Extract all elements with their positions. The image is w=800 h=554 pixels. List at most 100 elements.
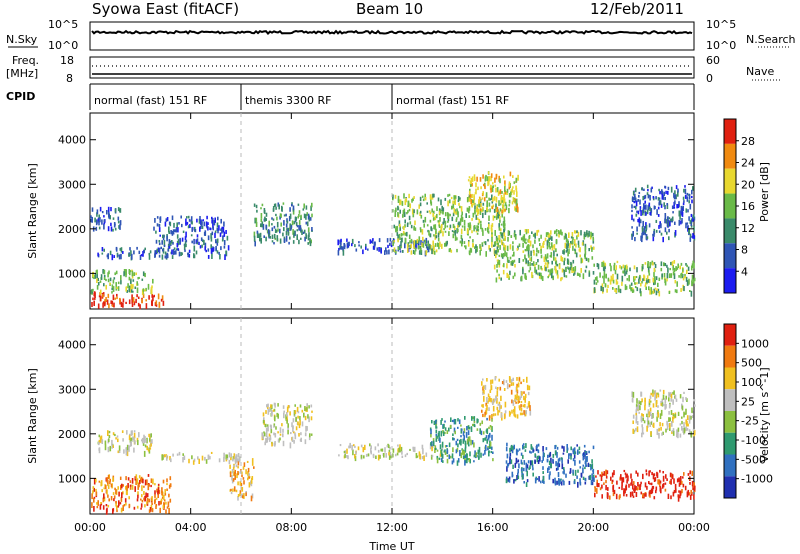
echo-cell — [679, 423, 682, 426]
echo-cell — [159, 217, 161, 220]
echo-cell — [298, 214, 300, 217]
echo-cell — [440, 449, 443, 452]
echo-cell — [650, 488, 653, 495]
echo-cell — [262, 412, 265, 417]
colorbar-tick-label: -1000 — [741, 473, 773, 486]
echo-cell — [472, 239, 474, 243]
echo-cell — [606, 470, 609, 475]
echo-cell — [611, 472, 614, 478]
echo-cell — [661, 432, 663, 436]
echo-cell — [677, 204, 679, 209]
echo-cell — [271, 240, 274, 243]
echo-cell — [674, 483, 677, 490]
echo-cell — [538, 476, 540, 482]
echo-cell — [495, 196, 498, 203]
echo-cell — [126, 485, 128, 491]
echo-cell — [105, 297, 107, 302]
echo-cell — [668, 221, 670, 227]
echo-cell — [215, 239, 217, 244]
echo-cell — [674, 280, 677, 284]
echo-cell — [575, 243, 577, 248]
echo-cell — [91, 302, 93, 307]
echo-cell — [270, 429, 273, 434]
echo-cell — [261, 432, 263, 437]
echo-cell — [236, 473, 238, 479]
echo-cell — [122, 491, 124, 495]
echo-cell — [473, 424, 476, 428]
echo-cell — [553, 256, 555, 261]
echo-cell — [686, 491, 689, 498]
echo-cell — [117, 207, 120, 212]
echo-cell — [659, 486, 662, 492]
echo-cell — [444, 445, 447, 448]
echo-cell — [617, 288, 620, 293]
echo-cell — [304, 406, 306, 411]
echo-cell — [691, 282, 694, 287]
echo-cell — [308, 435, 311, 441]
echo-cell — [561, 463, 564, 470]
echo-cell — [674, 230, 677, 236]
echo-cell — [505, 476, 508, 480]
echo-cell — [434, 447, 436, 453]
echo-cell — [488, 176, 490, 182]
echo-cell — [647, 189, 649, 192]
echo-cell — [683, 422, 685, 428]
echo-cell — [676, 433, 678, 438]
echo-cell — [217, 229, 219, 234]
echo-cell — [232, 488, 234, 492]
echo-cell — [685, 194, 687, 199]
echo-cell — [485, 408, 488, 414]
echo-cell — [503, 388, 506, 391]
echo-cell — [648, 223, 651, 228]
echo-cell — [403, 225, 405, 231]
echo-cell — [168, 246, 170, 249]
echo-cell — [271, 223, 273, 226]
echo-cell — [569, 266, 572, 270]
echo-cell — [295, 426, 298, 431]
echo-cell — [143, 485, 145, 488]
echo-cell — [291, 203, 293, 207]
echo-cell — [525, 229, 528, 235]
echo-cell — [211, 216, 213, 220]
echo-cell — [122, 484, 124, 487]
echo-cell — [641, 427, 644, 434]
echo-cell — [490, 227, 493, 232]
echo-cell — [266, 230, 269, 234]
echo-cell — [456, 460, 459, 466]
echo-cell — [493, 398, 496, 403]
echo-cell — [678, 482, 681, 487]
echo-cell — [173, 247, 176, 250]
echo-cell — [644, 231, 647, 236]
echo-cell — [372, 245, 375, 250]
echo-cell — [612, 273, 614, 280]
echo-cell — [635, 492, 638, 497]
echo-cell — [649, 411, 652, 417]
echo-cell — [214, 217, 216, 223]
echo-cell — [157, 247, 160, 253]
echo-cell — [237, 471, 239, 476]
echo-cell — [303, 213, 306, 219]
echo-cell — [596, 263, 599, 267]
echo-cell — [665, 395, 667, 400]
echo-cell — [373, 243, 376, 249]
echo-cell — [624, 488, 626, 494]
echo-cell — [520, 276, 522, 279]
echo-cell — [554, 257, 557, 262]
echo-cell — [261, 203, 264, 207]
echo-cell — [99, 280, 102, 283]
echo-cell — [512, 197, 515, 202]
echo-cell — [657, 206, 660, 210]
echo-cell — [622, 477, 625, 483]
echo-cell — [307, 234, 310, 241]
echo-cell — [525, 443, 527, 449]
echo-cell — [481, 206, 484, 210]
echo-cell — [431, 208, 433, 213]
echo-cell — [502, 200, 505, 204]
echo-cell — [137, 302, 140, 307]
echo-cell — [482, 404, 484, 408]
echo-cell — [110, 226, 113, 232]
echo-cell — [282, 232, 284, 237]
echo-cell — [574, 266, 577, 272]
echo-cell — [510, 261, 512, 266]
echo-cell — [298, 433, 300, 437]
